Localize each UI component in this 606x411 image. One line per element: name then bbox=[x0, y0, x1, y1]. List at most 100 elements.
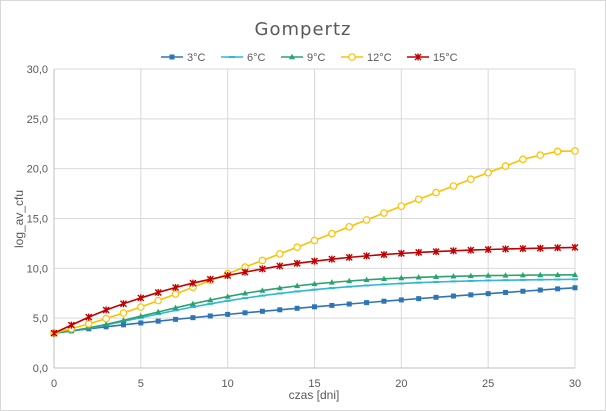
data-point bbox=[520, 288, 526, 294]
data-point bbox=[190, 315, 196, 321]
data-point bbox=[467, 279, 474, 282]
legend-item: 12°C bbox=[341, 52, 392, 64]
data-point bbox=[363, 284, 370, 287]
data-point bbox=[503, 289, 509, 295]
data-point bbox=[501, 162, 510, 170]
data-point bbox=[519, 272, 526, 278]
data-point bbox=[432, 188, 440, 197]
gridlines bbox=[54, 68, 576, 368]
legend-item: 15°C bbox=[407, 52, 458, 64]
data-point bbox=[536, 244, 544, 252]
data-point bbox=[415, 281, 422, 284]
chart-title: Gompertz bbox=[255, 19, 352, 40]
data-point bbox=[310, 236, 319, 245]
data-point bbox=[103, 324, 109, 330]
data-point bbox=[311, 257, 318, 265]
data-point bbox=[311, 280, 318, 287]
legend-item: 6°C bbox=[221, 52, 266, 64]
x-tick-label: 10 bbox=[222, 378, 234, 390]
data-point bbox=[433, 294, 439, 300]
data-point bbox=[571, 147, 579, 155]
data-point bbox=[554, 244, 562, 252]
data-point bbox=[294, 290, 301, 293]
data-point bbox=[189, 300, 196, 307]
data-point bbox=[519, 245, 527, 253]
data-point bbox=[485, 291, 491, 297]
data-point bbox=[380, 251, 388, 259]
data-point bbox=[345, 222, 354, 231]
data-point bbox=[433, 280, 440, 283]
data-point bbox=[450, 280, 457, 283]
data-point bbox=[85, 313, 93, 321]
data-point bbox=[449, 182, 458, 190]
data-point bbox=[189, 279, 197, 287]
data-point bbox=[328, 255, 336, 263]
data-point bbox=[311, 288, 318, 291]
data-point bbox=[259, 294, 266, 297]
y-tick-label: 5,0 bbox=[33, 313, 48, 325]
legend-marker bbox=[348, 53, 356, 61]
data-point bbox=[259, 308, 265, 314]
data-point bbox=[362, 216, 371, 224]
data-point bbox=[173, 316, 179, 322]
data-point bbox=[171, 290, 180, 298]
data-point bbox=[137, 303, 145, 311]
data-point bbox=[154, 288, 162, 296]
data-point bbox=[258, 265, 266, 273]
data-point bbox=[433, 273, 440, 280]
data-point bbox=[155, 318, 161, 324]
y-tick-label: 20,0 bbox=[27, 164, 48, 176]
data-point bbox=[293, 243, 301, 252]
data-point bbox=[553, 147, 562, 156]
data-point bbox=[67, 321, 75, 329]
x-axis-title: czas [dni] bbox=[289, 388, 340, 402]
data-point bbox=[258, 256, 267, 265]
x-tick-label: 20 bbox=[395, 378, 407, 390]
data-point bbox=[555, 286, 561, 292]
data-point bbox=[277, 307, 283, 313]
data-point bbox=[329, 302, 335, 308]
legend-marker bbox=[229, 56, 235, 58]
data-point bbox=[380, 275, 387, 281]
data-point bbox=[397, 249, 405, 257]
data-point bbox=[467, 272, 474, 279]
data-point bbox=[416, 296, 422, 302]
data-point bbox=[536, 151, 545, 159]
data-point bbox=[554, 278, 561, 281]
data-point bbox=[137, 312, 144, 319]
data-point bbox=[207, 302, 214, 305]
data-point bbox=[502, 245, 510, 253]
legend-item: 9°C bbox=[281, 52, 326, 64]
data-point bbox=[276, 262, 284, 270]
data-point bbox=[398, 274, 405, 281]
data-point bbox=[328, 229, 336, 238]
data-point bbox=[138, 320, 144, 326]
data-point bbox=[537, 271, 544, 278]
data-point bbox=[345, 253, 353, 261]
data-point bbox=[242, 297, 249, 300]
data-point bbox=[172, 283, 180, 291]
data-point bbox=[120, 317, 127, 323]
data-point bbox=[502, 279, 509, 282]
data-point bbox=[294, 305, 300, 311]
data-point bbox=[449, 247, 457, 255]
data-point bbox=[312, 304, 317, 310]
data-point bbox=[572, 285, 578, 291]
data-point bbox=[103, 321, 110, 327]
data-point bbox=[50, 329, 58, 337]
y-tick-label: 10,0 bbox=[27, 263, 48, 275]
data-point bbox=[554, 271, 561, 278]
data-point bbox=[572, 271, 578, 278]
data-point bbox=[381, 298, 387, 304]
data-point bbox=[346, 285, 353, 288]
data-point bbox=[242, 290, 249, 296]
legend-label: 6°C bbox=[247, 52, 266, 64]
legend-item: 3°C bbox=[161, 52, 206, 64]
data-point bbox=[519, 155, 527, 164]
data-point bbox=[537, 278, 544, 281]
data-point bbox=[519, 278, 526, 281]
data-point bbox=[398, 297, 404, 303]
data-point bbox=[225, 311, 231, 317]
x-tick-label: 0 bbox=[51, 378, 57, 390]
data-point bbox=[537, 287, 543, 293]
